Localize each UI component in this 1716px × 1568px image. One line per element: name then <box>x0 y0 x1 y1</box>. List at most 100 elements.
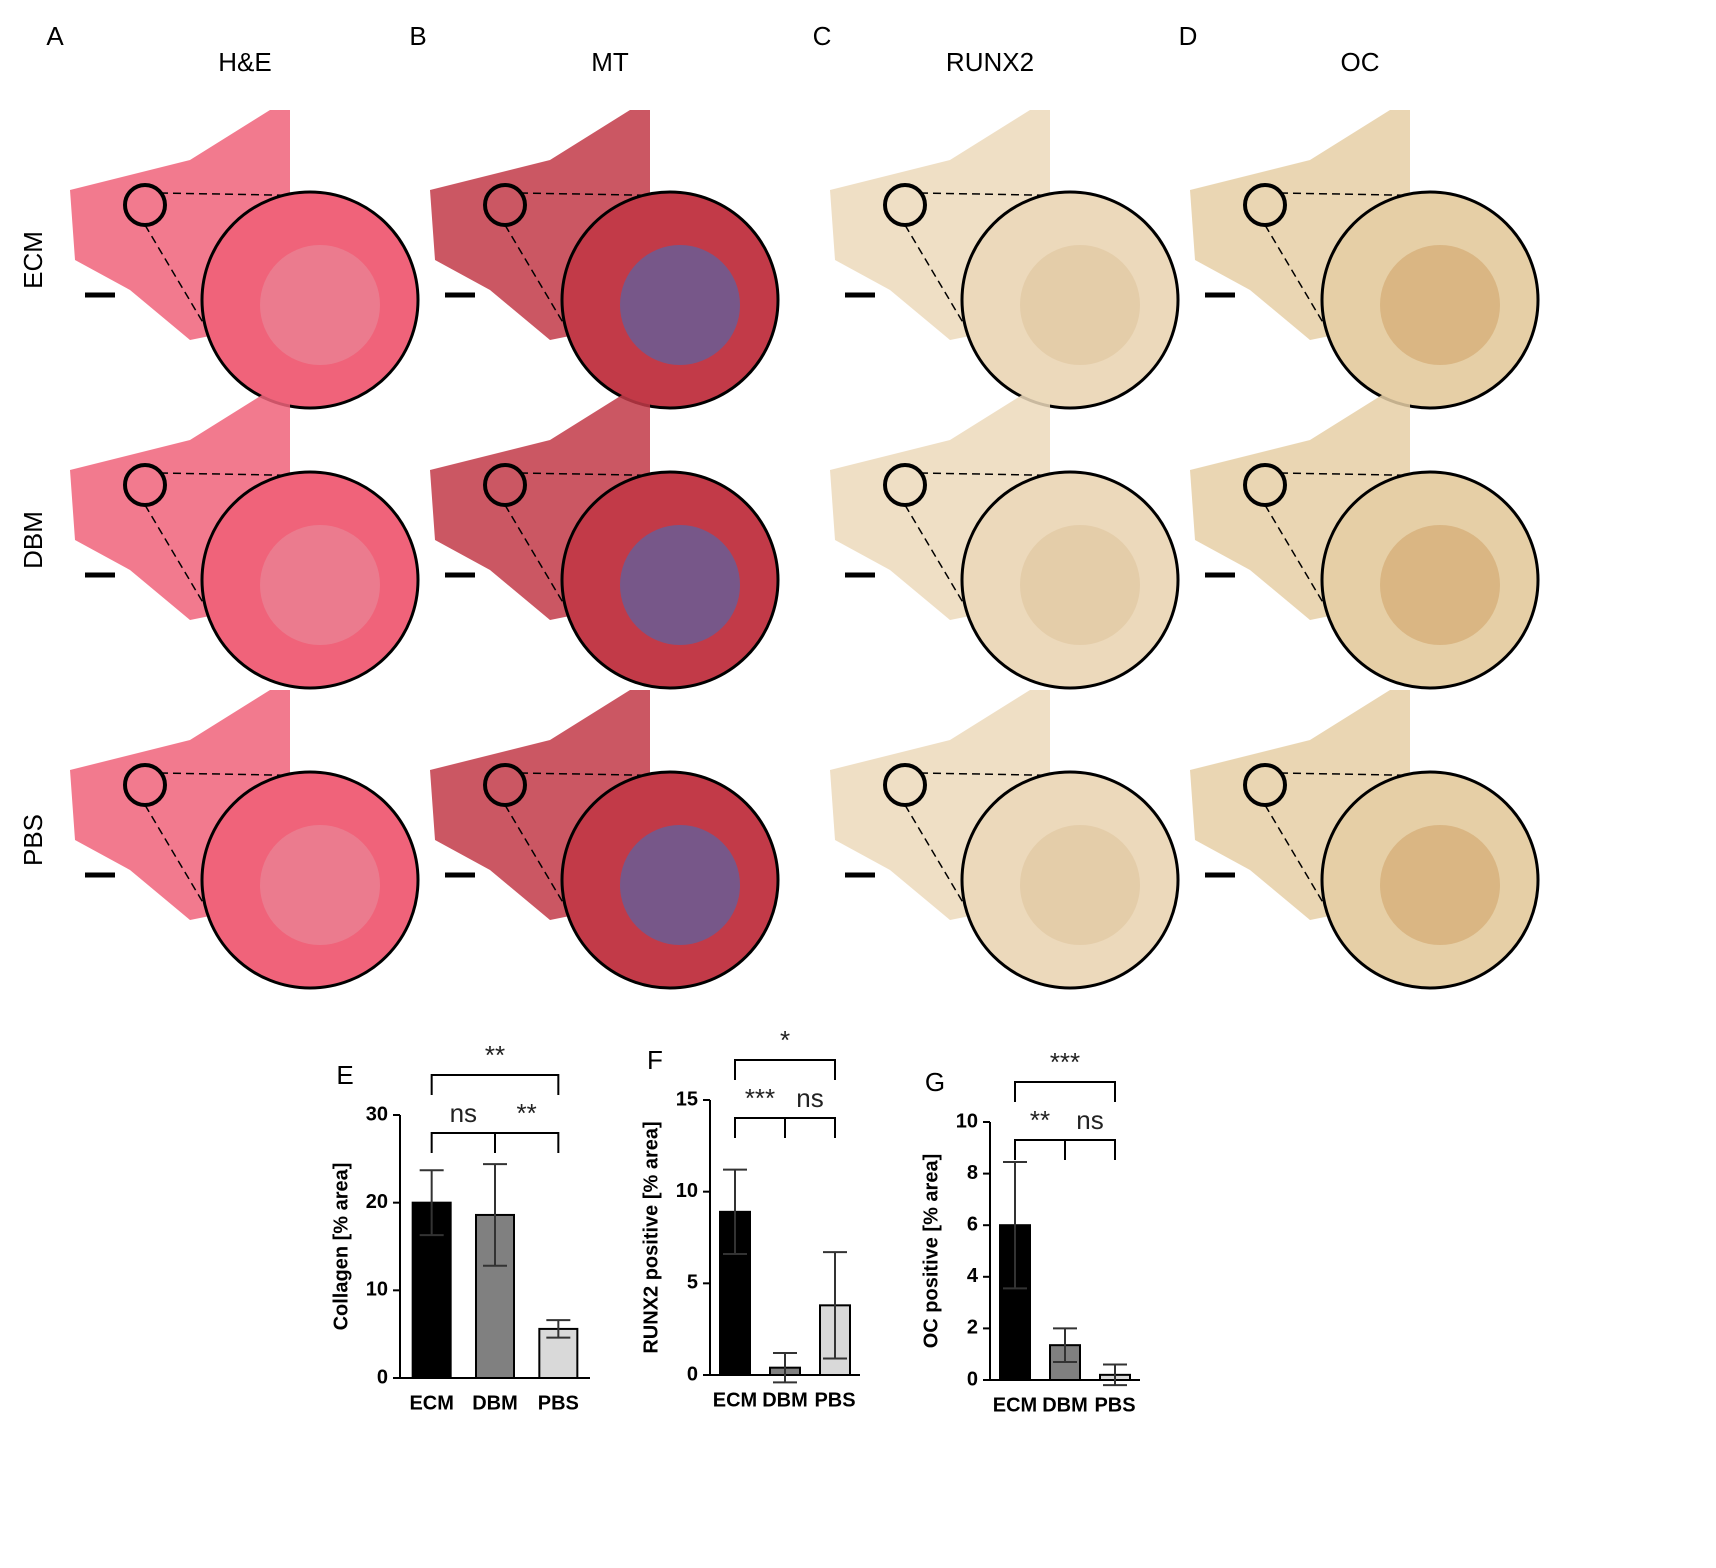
region-marker <box>1243 763 1287 807</box>
zoom-guide <box>519 472 691 477</box>
x-tick-label: PBS <box>1094 1394 1135 1416</box>
zoom-guide <box>1264 804 1351 949</box>
zoom-texture <box>260 525 380 645</box>
zoom-guide <box>504 504 591 649</box>
column-title: RUNX2 <box>946 47 1034 77</box>
y-tick-label: 8 <box>967 1162 978 1184</box>
zoom-guide <box>159 472 331 477</box>
zoom-texture <box>260 245 380 365</box>
significance-bracket <box>734 1117 786 1138</box>
x-tick-label: ECM <box>993 1394 1037 1416</box>
zoom-guide <box>144 224 231 369</box>
y-tick-label: 0 <box>377 1366 388 1388</box>
region-marker <box>1243 183 1287 227</box>
zoom-guide <box>144 504 231 649</box>
region-marker <box>883 183 927 227</box>
region-marker <box>483 763 527 807</box>
panel-label: A <box>46 21 64 51</box>
zoom-guide <box>1264 504 1351 649</box>
region-marker <box>123 463 167 507</box>
column-title: OC <box>1341 47 1380 77</box>
zoom-texture <box>1380 245 1500 365</box>
zoom-guide <box>1279 472 1451 477</box>
column-title: H&E <box>218 47 271 77</box>
y-tick-label: 0 <box>687 1363 698 1385</box>
row-label: DBM <box>18 511 48 569</box>
zoom-guide <box>504 804 591 949</box>
significance-label: ** <box>1030 1105 1050 1135</box>
y-axis-label: RUNX2 positive [% area] <box>640 1121 662 1353</box>
significance-label: ns <box>450 1098 477 1128</box>
column-title: MT <box>591 47 629 77</box>
y-tick-label: 10 <box>366 1279 388 1301</box>
y-axis-label: Collagen [% area] <box>330 1163 352 1331</box>
y-tick-label: 0 <box>967 1368 978 1390</box>
zoom-texture <box>1380 825 1500 945</box>
significance-bracket <box>734 1059 836 1080</box>
zoom-texture <box>620 245 740 365</box>
y-tick-label: 10 <box>676 1180 698 1202</box>
region-marker <box>883 463 927 507</box>
significance-label: *** <box>1050 1047 1080 1077</box>
zoom-guide <box>504 224 591 369</box>
significance-label: *** <box>745 1083 775 1113</box>
zoom-guide <box>904 504 991 649</box>
panel-label: E <box>336 1060 353 1090</box>
y-tick-label: 30 <box>366 1103 388 1125</box>
y-tick-label: 2 <box>967 1317 978 1339</box>
significance-label: * <box>780 1025 790 1055</box>
y-tick-label: 15 <box>676 1088 698 1110</box>
significance-label: ** <box>485 1040 505 1070</box>
significance-bracket <box>430 1074 560 1095</box>
zoom-texture <box>1380 525 1500 645</box>
zoom-guide <box>904 224 991 369</box>
zoom-texture <box>620 825 740 945</box>
panel-label: F <box>647 1045 663 1075</box>
zoom-guide <box>904 804 991 949</box>
row-label: PBS <box>18 814 48 866</box>
x-tick-label: DBM <box>472 1392 518 1414</box>
zoom-guide <box>159 192 331 197</box>
zoom-guide <box>159 772 331 777</box>
y-tick-label: 5 <box>687 1272 698 1294</box>
region-marker <box>483 463 527 507</box>
significance-label: ns <box>796 1083 823 1113</box>
y-axis-label: OC positive [% area] <box>920 1154 942 1349</box>
zoom-guide <box>1279 192 1451 197</box>
zoom-guide <box>1264 224 1351 369</box>
significance-bracket <box>1064 1139 1116 1160</box>
panel-label: G <box>925 1067 945 1097</box>
region-marker <box>123 763 167 807</box>
significance-bracket <box>1014 1139 1066 1160</box>
significance-bracket <box>494 1132 560 1153</box>
y-tick-label: 20 <box>366 1191 388 1213</box>
panel-label: B <box>409 21 426 51</box>
zoom-texture <box>260 825 380 945</box>
zoom-guide <box>1279 772 1451 777</box>
zoom-texture <box>620 525 740 645</box>
zoom-texture <box>1020 525 1140 645</box>
x-tick-label: ECM <box>409 1392 453 1414</box>
significance-label: ** <box>517 1098 537 1128</box>
panel-label: C <box>813 21 832 51</box>
zoom-guide <box>519 772 691 777</box>
zoom-guide <box>919 192 1091 197</box>
zoom-guide <box>919 472 1091 477</box>
region-marker <box>1243 463 1287 507</box>
y-tick-label: 10 <box>956 1110 978 1132</box>
zoom-guide <box>519 192 691 197</box>
significance-bracket <box>430 1132 496 1153</box>
x-tick-label: PBS <box>814 1389 855 1411</box>
region-marker <box>883 763 927 807</box>
zoom-texture <box>1020 825 1140 945</box>
significance-bracket <box>1014 1081 1116 1102</box>
y-tick-label: 4 <box>967 1265 979 1287</box>
x-tick-label: ECM <box>713 1389 757 1411</box>
row-label: ECM <box>18 231 48 289</box>
x-tick-label: DBM <box>762 1389 808 1411</box>
panel-label: D <box>1179 21 1198 51</box>
significance-label: ns <box>1076 1105 1103 1135</box>
zoom-texture <box>1020 245 1140 365</box>
region-marker <box>123 183 167 227</box>
